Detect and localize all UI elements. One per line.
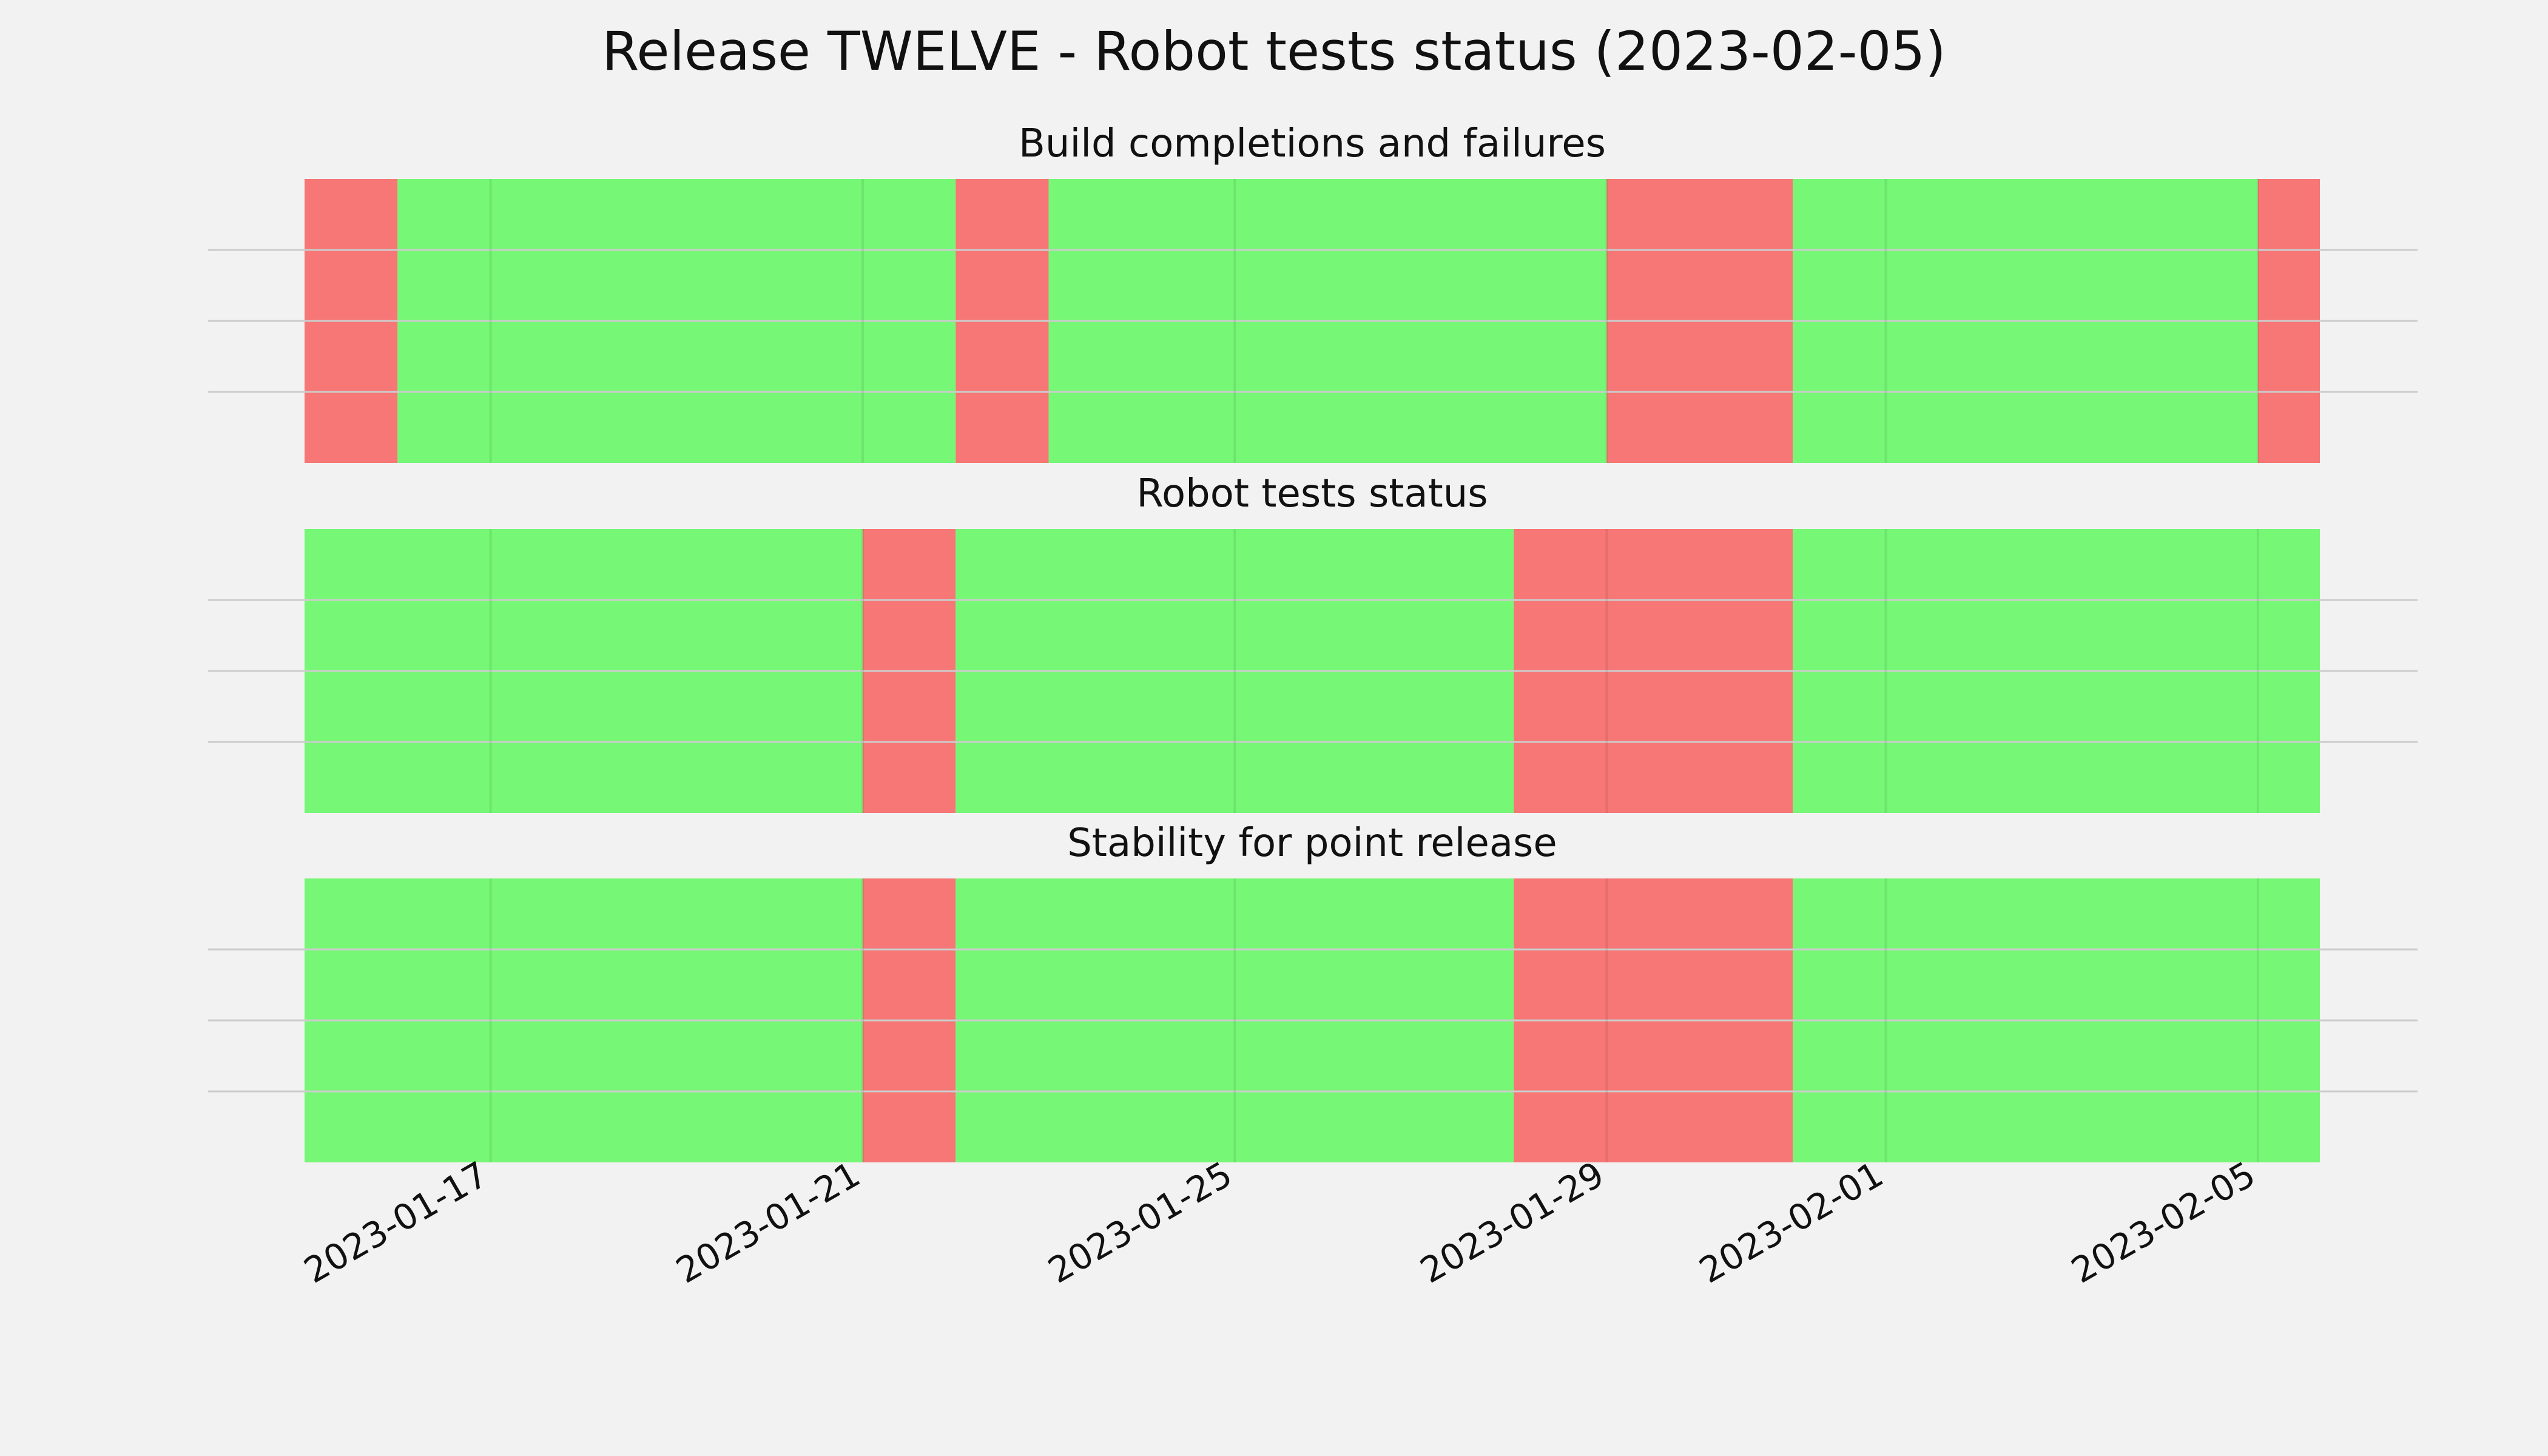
panel-title: Robot tests status	[1136, 471, 1488, 516]
x-tick-label: 2023-01-29	[1414, 1153, 1611, 1291]
panels: Build completions and failures Robot test…	[208, 121, 2418, 1162]
panel-title: Stability for point release	[1067, 821, 1557, 866]
x-axis-ticks: 2023-01-17 2023-01-21 2023-01-25 2023-01-29…	[297, 1153, 2262, 1291]
panel-2: Robot tests status	[208, 471, 2418, 813]
x-tick-label: 2023-01-25	[1041, 1153, 1239, 1291]
x-tick-label: 2023-01-17	[297, 1153, 495, 1291]
panel-3: Stability for point release	[208, 821, 2418, 1162]
x-tick-label: 2023-02-01	[1693, 1153, 1890, 1291]
x-tick-label: 2023-02-05	[2064, 1153, 2262, 1291]
chart-title: Release TWELVE - Robot tests status (202…	[602, 20, 1946, 83]
panel-1: Build completions and failures	[208, 121, 2418, 463]
panel-title: Build completions and failures	[1019, 121, 1606, 166]
x-tick-label: 2023-01-21	[669, 1153, 867, 1291]
